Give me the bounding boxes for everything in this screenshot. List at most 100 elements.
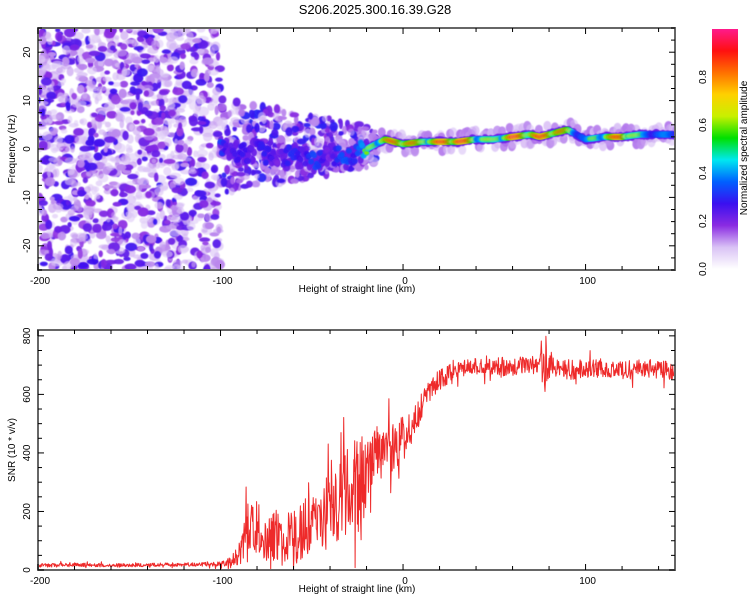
spectral-cell: [338, 131, 343, 136]
spectral-cell: [172, 187, 183, 193]
spectral-cell: [72, 177, 76, 183]
spectral-cell: [178, 95, 187, 103]
spectral-cell: [142, 85, 154, 92]
spectral-cell: [140, 253, 148, 259]
spectral-cell: [177, 140, 184, 145]
x-tick-label: -100: [213, 576, 233, 587]
spectral-cell: [264, 167, 271, 174]
spectral-cell: [40, 262, 48, 267]
spectral-cell: [93, 186, 99, 192]
spectral-cell: [201, 171, 208, 179]
spectral-cell: [297, 139, 307, 145]
spectral-cell: [154, 251, 161, 259]
spectral-cell: [215, 260, 225, 270]
spectral-cell: [166, 40, 176, 50]
spectral-cell: [91, 113, 98, 118]
spectral-cell: [270, 150, 276, 156]
spectral-cell: [105, 122, 111, 128]
spectral-cell: [75, 135, 87, 144]
spectral-cell: [149, 244, 153, 252]
spectral-cell: [56, 67, 63, 73]
spectral-cell: [111, 95, 121, 105]
spectral-cell: [273, 113, 279, 121]
spectral-cell: [83, 177, 88, 183]
spectral-cell: [136, 92, 140, 100]
spectral-cell: [159, 241, 166, 248]
spectral-cell: [202, 163, 210, 169]
spectral-cell: [52, 61, 64, 67]
spectral-cell: [185, 26, 191, 34]
spectral-cell: [255, 123, 260, 133]
spectral-cell: [93, 139, 105, 147]
spectral-cell: [126, 144, 130, 151]
spectral-cell: [191, 52, 198, 57]
spectral-cell: [200, 257, 204, 263]
spectral-cell: [142, 156, 148, 161]
spectral-cell: [146, 235, 157, 243]
spectral-cell: [70, 205, 78, 211]
spectral-cell: [121, 155, 130, 164]
spectral-cell: [346, 148, 352, 154]
spectral-cell: [137, 68, 148, 77]
spectral-cell: [78, 101, 86, 107]
spectral-cell: [88, 34, 99, 43]
spectral-cell: [178, 122, 182, 129]
spectral-cell: [254, 174, 259, 179]
spectral-cell: [235, 156, 241, 162]
spectral-cell: [47, 241, 52, 251]
spectral-cell: [204, 72, 210, 82]
spectral-cell: [45, 177, 56, 187]
snr-x-label: Height of straight line (km): [299, 584, 416, 595]
spectral-cell: [116, 50, 128, 57]
spectral-cell: [98, 129, 105, 135]
spectral-cell: [314, 137, 320, 146]
figure-title: S206.2025.300.16.39.G28: [299, 2, 452, 17]
spectral-cell: [191, 71, 197, 78]
spectral-cell: [89, 81, 96, 89]
spectrogram-heatmap: [32, 24, 680, 274]
spectral-cell: [97, 86, 107, 91]
spectral-cell: [77, 190, 85, 197]
colorbar-tick-label: 0.0: [698, 262, 709, 276]
spectral-cell: [101, 259, 107, 268]
spectral-cell: [57, 251, 62, 260]
spectral-cell: [138, 102, 143, 112]
spectral-cell: [210, 201, 221, 206]
spectral-cell: [125, 243, 137, 251]
spectral-cell: [78, 233, 88, 240]
spectral-cell: [348, 128, 355, 135]
x-tick-label: -100: [213, 276, 233, 287]
spectral-cell: [65, 147, 71, 153]
snr-panel: -200 -100 0 100 0200400600800 Height of str…: [7, 327, 675, 595]
spectral-cell: [48, 157, 59, 162]
spectral-cell: [116, 164, 126, 171]
spectral-cell: [160, 210, 165, 220]
spectral-cell: [68, 167, 75, 175]
spectral-cell: [186, 89, 194, 97]
spectral-cell: [89, 51, 100, 57]
spectral-cell: [119, 119, 124, 128]
spectral-cell: [73, 197, 78, 202]
spectral-cell: [166, 199, 171, 207]
spectral-cell: [187, 187, 194, 192]
spectral-cell: [69, 216, 80, 221]
spectral-cell: [110, 45, 116, 50]
spectral-cell: [50, 109, 57, 114]
spectrogram-panel: -200 -100 0 100 -20-1001020 Height of strai…: [7, 24, 680, 295]
spectral-cell: [152, 166, 156, 173]
spectral-cell: [236, 172, 245, 177]
spectral-cell: [130, 102, 137, 110]
spectral-cell: [46, 92, 56, 100]
colorbar-tick-label: 0.6: [698, 118, 709, 132]
spectral-cell: [54, 226, 62, 233]
spectral-cell: [322, 116, 328, 122]
spectral-cell: [285, 160, 291, 166]
spectral-cell: [70, 44, 80, 50]
spectral-cell: [198, 233, 202, 239]
spectral-cell: [154, 202, 163, 209]
spectral-cell: [205, 222, 214, 229]
spectral-cell: [147, 47, 158, 54]
spectral-cell: [104, 29, 115, 38]
spectral-cell: [245, 158, 251, 164]
spectral-cell: [94, 133, 99, 138]
